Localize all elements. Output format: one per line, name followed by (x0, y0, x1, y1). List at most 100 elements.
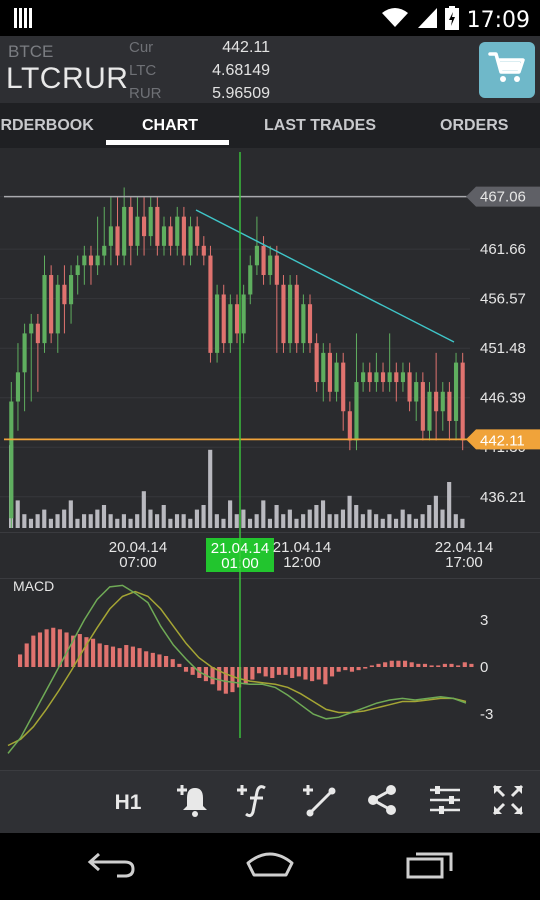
macd-histogram-bar (349, 667, 355, 672)
price-chart[interactable]: 467.06461.66456.57451.48446.39441.30436.… (0, 148, 540, 770)
candle-body (108, 226, 113, 246)
candle-body (221, 294, 226, 344)
volume-bar (433, 495, 438, 528)
candle-body (95, 255, 100, 266)
volume-bar (453, 514, 458, 528)
nav-home-button[interactable] (215, 833, 325, 900)
macd-histogram-bar (263, 667, 268, 677)
volume-bar (261, 500, 266, 528)
tab-chart[interactable]: CHART (142, 117, 198, 134)
macd-histogram-bar (462, 662, 467, 667)
tab-bar: ORDERBOOK CHART LAST TRADES ORDERS (0, 103, 540, 148)
macd-histogram-bar (250, 667, 255, 680)
macd-histogram-bar (71, 635, 76, 667)
candle-body (334, 362, 339, 392)
macd-histogram-bar (442, 663, 447, 667)
app-notification-icon (14, 8, 34, 33)
macd-histogram-bar (230, 667, 235, 693)
volume-bar (320, 500, 326, 528)
price-axis-label: 451.48 (480, 340, 526, 357)
buy-button[interactable] (479, 42, 535, 98)
volume-bar (194, 509, 199, 528)
macd-histogram-bar (117, 648, 122, 667)
current-price-tag (466, 429, 540, 450)
nav-back-button[interactable] (57, 833, 167, 900)
macd-histogram-bar (456, 665, 461, 667)
tab-orders[interactable]: ORDERS (440, 117, 509, 134)
price-alert-button[interactable] (166, 771, 220, 834)
candle-body (268, 255, 273, 276)
volume-bar (115, 518, 120, 528)
volume-bar (380, 518, 385, 528)
candle-body (128, 206, 133, 246)
macd-histogram-bar (416, 663, 421, 667)
exchange-name: BTCE (8, 42, 54, 61)
candle-body (234, 304, 240, 334)
macd-signal-line (7, 590, 467, 747)
volume-bar (427, 505, 432, 528)
tab-orderbook[interactable]: ORDERBOOK (0, 117, 94, 134)
volume-bar (148, 509, 153, 528)
add-indicator-button[interactable] (226, 771, 280, 834)
volume-bar (135, 514, 140, 528)
candle-body (15, 372, 21, 402)
candle-body (55, 284, 60, 334)
volume-bar (460, 518, 465, 528)
market-header: BTCE LTCRUR Cur 442.11 LTC 4.68149 RUR 5… (0, 36, 540, 103)
line-plus-icon (301, 782, 337, 823)
x-axis-time-label: 17:00 (445, 554, 483, 571)
current-price-label: 442.11 (480, 432, 525, 449)
tab-last-trades[interactable]: LAST TRADES (264, 117, 376, 134)
macd-histogram-bar (210, 667, 215, 685)
volume-bar (68, 500, 73, 528)
candle-body (22, 333, 27, 373)
timeframe-button[interactable]: H1 (101, 771, 155, 834)
volume-bar (387, 514, 392, 528)
macd-histogram-bar (429, 665, 434, 667)
candle-body (380, 372, 386, 383)
volume-bar (121, 514, 126, 528)
candle-body (361, 372, 366, 383)
macd-histogram-bar (356, 667, 361, 671)
price-axis-label: 446.39 (480, 390, 526, 407)
navigation-bar (0, 833, 540, 900)
macd-histogram-bar (183, 667, 189, 672)
draw-line-button[interactable] (292, 771, 346, 834)
back-icon (87, 850, 137, 883)
volume-bar (82, 514, 87, 528)
candle-body (161, 226, 167, 246)
chart-area[interactable]: 467.06461.66456.57451.48446.39441.30436.… (0, 148, 540, 770)
quote-label-rur: RUR (129, 85, 162, 102)
share-button[interactable] (355, 771, 409, 834)
candle-body (188, 226, 193, 256)
macd-histogram-bar (237, 667, 242, 688)
macd-histogram-bar (422, 663, 428, 667)
candle-body (49, 275, 54, 334)
volume-bar (101, 505, 107, 528)
candle-body (102, 245, 107, 256)
macd-histogram-bar (376, 663, 381, 667)
settings-button[interactable] (418, 771, 472, 834)
volume-bar (28, 518, 34, 528)
timeframe-label: H1 (114, 790, 142, 814)
status-time: 17:09 (466, 8, 530, 33)
nav-recents-button[interactable] (375, 833, 485, 900)
volume-bar (393, 518, 399, 528)
price-axis-label: 436.21 (480, 489, 526, 506)
macd-histogram-bar (91, 638, 96, 667)
candle-body (88, 255, 94, 266)
candle-body (301, 304, 306, 344)
macd-histogram-bar (124, 645, 129, 667)
volume-bar (281, 514, 286, 528)
fullscreen-button[interactable] (481, 771, 535, 834)
volume-bar (413, 518, 419, 528)
macd-histogram-bar (436, 665, 441, 667)
volume-bar (360, 514, 365, 528)
macd-histogram-bar (24, 643, 29, 667)
volume-bar (48, 518, 53, 528)
candle-body (387, 372, 392, 383)
trendline[interactable] (195, 209, 455, 343)
macd-axis-label: 0 (480, 659, 488, 676)
candle-body (261, 245, 266, 276)
pair-title: LTCRUR (6, 62, 129, 95)
